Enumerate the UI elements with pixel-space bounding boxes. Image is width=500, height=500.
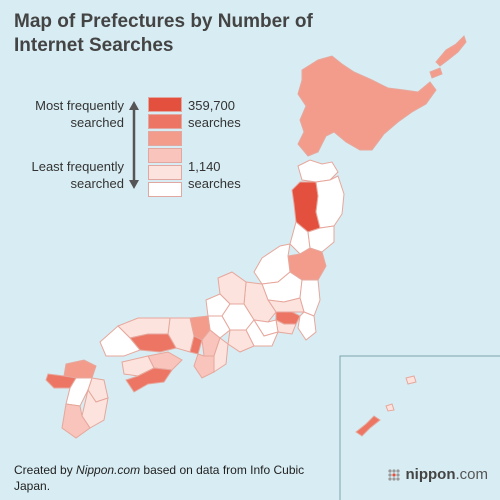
brand-suffix: .com (455, 466, 488, 483)
prefecture-wakayama (193, 353, 215, 379)
prefecture-kochi (125, 367, 173, 393)
legend-most-label: Most frequently searched (35, 98, 124, 130)
island-okinoerabu (385, 403, 395, 412)
map-title: Map of Prefectures by Number of Internet… (14, 11, 313, 56)
legend-min-label: 1,140 searches (188, 158, 241, 192)
legend-min-value: 1,140 (188, 159, 221, 174)
legend-max-unit: searches (188, 115, 241, 130)
legend-max-value: 359,700 (188, 98, 235, 113)
credit-text: Created by Nippon.com based on data from… (14, 462, 314, 494)
prefecture-hiroshima-yamaguchi (99, 325, 141, 357)
legend-least-label: Least frequently searched (31, 159, 124, 191)
prefecture-iwate (315, 175, 345, 229)
okinawa-inset-frame (339, 355, 500, 500)
prefecture-aomori (297, 159, 339, 183)
legend-swatch-3 (148, 131, 182, 146)
prefecture-okinawa (355, 415, 381, 437)
legend-color-scale (148, 97, 182, 199)
legend-swatch-4 (148, 148, 182, 163)
prefecture-kagoshima (61, 403, 91, 439)
nippon-dots-icon (387, 468, 400, 481)
legend-double-arrow-icon (129, 101, 139, 189)
prefecture-aichi (227, 329, 255, 353)
prefecture-chiba (297, 311, 317, 341)
legend-swatch-5 (148, 165, 182, 180)
credit-suffix: based on data from Info Cubic Japan. (14, 463, 305, 493)
legend-max-label: 359,700 searches (188, 97, 241, 131)
legend-swatch-1 (148, 97, 182, 112)
island-amami (405, 375, 417, 385)
credit-source: Nippon.com (76, 463, 141, 477)
credit-prefix: Created by (14, 463, 77, 477)
legend-min-unit: searches (188, 176, 241, 191)
brand-logo: nippon.com (387, 466, 488, 483)
prefecture-mie (213, 337, 229, 373)
island-eastern-1 (435, 35, 467, 67)
island-eastern-2 (429, 67, 443, 79)
prefecture-hokkaido (297, 55, 437, 157)
legend-swatch-2 (148, 114, 182, 129)
prefecture-fukuoka (63, 359, 97, 379)
brand-name: nippon (405, 466, 456, 483)
legend-swatch-6 (148, 182, 182, 197)
